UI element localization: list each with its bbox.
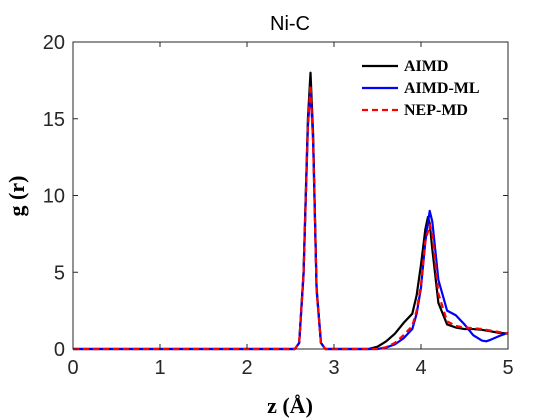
- chart-title: Ni-C: [270, 13, 310, 35]
- series-layer: [73, 71, 509, 351]
- legend: AIMD AIMD-ML NEP-MD: [362, 58, 480, 119]
- tick-layer: 0 1 2 3 4 5 0 5 10 15 20: [43, 32, 514, 379]
- x-tick-label: 1: [154, 357, 165, 379]
- y-tick-label: 0: [54, 339, 65, 361]
- x-tick-label: 0: [67, 357, 78, 379]
- legend-label-aimd-ml: AIMD-ML: [404, 80, 480, 97]
- series-line-nep-md: [73, 83, 509, 351]
- y-tick-label: 5: [54, 262, 65, 284]
- x-tick-label: 3: [328, 357, 339, 379]
- y-tick-label: 20: [43, 32, 65, 54]
- plot-area: 0 1 2 3 4 5 0 5 10 15 20: [43, 32, 514, 379]
- legend-label-aimd: AIMD: [404, 58, 448, 75]
- plot-frame: [72, 41, 509, 350]
- x-tick-label: 2: [241, 357, 252, 379]
- y-tick-label: 15: [43, 109, 65, 131]
- y-axis-label: g (r): [4, 176, 29, 217]
- y-tick-label: 10: [43, 186, 65, 208]
- x-tick-label: 5: [502, 357, 513, 379]
- x-tick-label: 4: [415, 357, 426, 379]
- series-line-aimd: [73, 71, 509, 351]
- legend-label-nep-md: NEP-MD: [404, 102, 468, 119]
- x-axis-label: z (Å): [267, 393, 313, 418]
